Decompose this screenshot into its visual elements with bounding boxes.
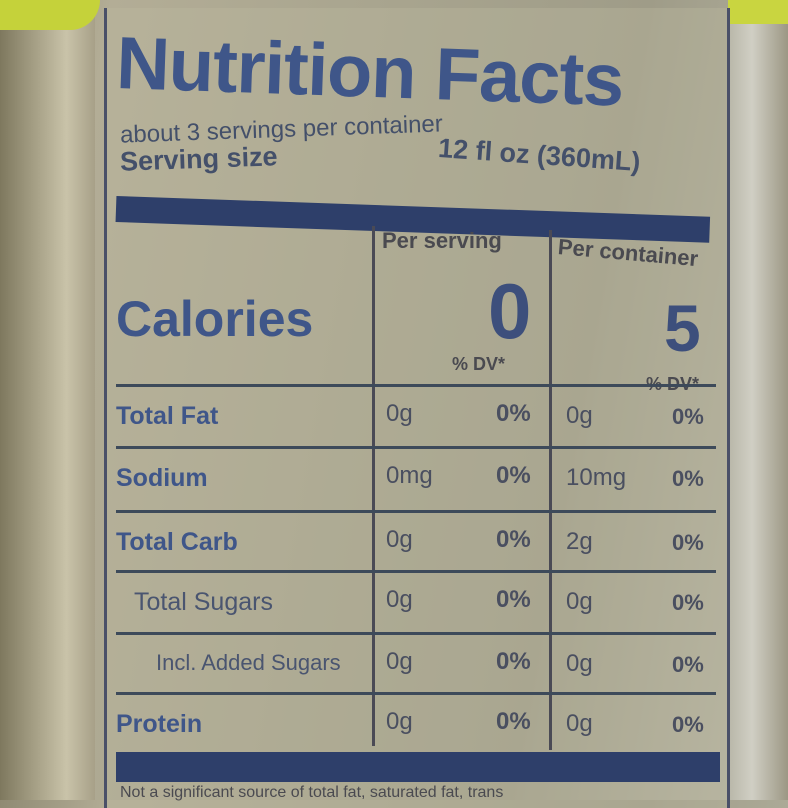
serving-size-label: Serving size: [119, 141, 279, 177]
serving-amount: 0g: [386, 708, 413, 735]
nutrient-name: Incl. Added Sugars: [156, 650, 341, 675]
container-dv: 0%: [672, 404, 704, 429]
serving-dv: 0%: [496, 526, 531, 553]
container-amount: 0g: [566, 588, 593, 615]
nutrient-name: Protein: [116, 710, 203, 738]
nutrient-row-added-sugars: Incl. Added Sugars 0g 0% 0g 0%: [112, 632, 718, 692]
nutrient-name: Sodium: [116, 464, 208, 492]
calories-per-serving: 0: [488, 267, 532, 355]
container-amount: 0g: [566, 650, 593, 677]
bottle-cap-left: [0, 0, 100, 30]
serving-dv: 0%: [496, 708, 531, 735]
row-divider: [116, 446, 716, 449]
bottle-cap-right: [728, 0, 788, 24]
serving-dv: 0%: [496, 586, 531, 613]
row-divider: [116, 384, 716, 387]
serving-dv: 0%: [496, 648, 531, 675]
nutrient-row-total-fat: Total Fat 0g 0% 0g 0%: [112, 384, 718, 444]
dv-header-serving: % DV*: [452, 354, 506, 374]
container-amount: 10mg: [566, 464, 627, 491]
container-dv: 0%: [672, 590, 704, 615]
serving-amount: 0g: [386, 526, 413, 553]
nutrient-row-total-sugars: Total Sugars 0g 0% 0g 0%: [112, 570, 718, 630]
container-dv: 0%: [672, 652, 704, 677]
serving-amount: 0g: [386, 648, 413, 675]
container-amount: 0g: [566, 710, 593, 737]
serving-dv: 0%: [496, 462, 531, 489]
serving-dv: 0%: [496, 400, 531, 427]
nutrient-name: Total Carb: [116, 528, 238, 556]
nutrient-row-sodium: Sodium 0mg 0% 10mg 0%: [112, 446, 718, 506]
container-amount: 2g: [566, 528, 593, 555]
column-divider: [549, 230, 552, 750]
nutrition-label-panel: [104, 8, 730, 808]
container-amount: 0g: [566, 402, 593, 429]
bottle-edge-right: [728, 0, 788, 800]
row-divider: [116, 632, 716, 635]
nutrient-row-protein: Protein 0g 0% 0g 0%: [112, 692, 718, 752]
row-divider: [116, 570, 716, 573]
container-dv: 0%: [672, 466, 704, 491]
nutrient-name: Total Fat: [116, 402, 219, 430]
footnote: Not a significant source of total fat, s…: [120, 784, 504, 801]
serving-amount: 0g: [386, 586, 413, 613]
container-dv: 0%: [672, 530, 704, 555]
serving-amount: 0g: [386, 400, 413, 427]
thick-divider-bottom: [116, 752, 720, 782]
nutrition-title: Nutrition Facts: [115, 20, 625, 122]
header-per-serving: Per serving: [382, 228, 502, 253]
serving-amount: 0mg: [386, 462, 433, 489]
row-divider: [116, 692, 716, 695]
nutrient-row-total-carb: Total Carb 0g 0% 2g 0%: [112, 510, 718, 570]
column-divider: [372, 226, 375, 746]
calories-label: Calories: [116, 291, 314, 347]
calories-per-container: 5: [664, 291, 701, 365]
row-divider: [116, 510, 716, 513]
bottle-edge-left: [0, 0, 95, 800]
nutrient-name: Total Sugars: [134, 588, 273, 616]
container-dv: 0%: [672, 712, 704, 737]
